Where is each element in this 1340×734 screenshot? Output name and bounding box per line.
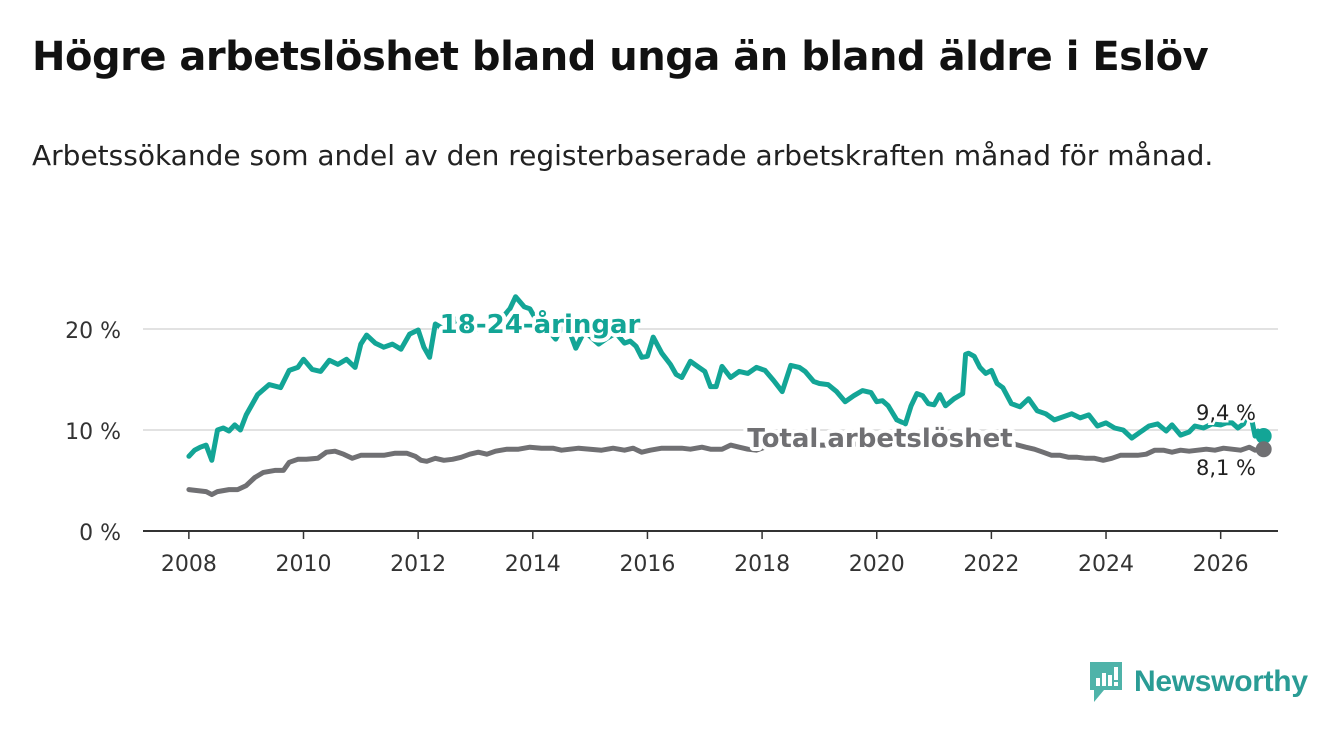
series-name-label-youth: 18-24-åringar: [440, 308, 641, 340]
x-tick-label: 2022: [963, 552, 1019, 577]
x-tick-label: 2026: [1193, 552, 1249, 577]
series-name-label-total: Total arbetslöshet: [747, 424, 1012, 454]
series-labels: 18-24-åringar Total arbetslöshet 9,4 % 8,1 …: [436, 304, 1259, 483]
y-tick-label: 0 %: [79, 521, 121, 546]
x-tick-label: 2016: [619, 552, 675, 577]
y-tick-label: 10 %: [65, 420, 121, 445]
newsworthy-logo: Newsworthy: [1088, 660, 1308, 704]
x-tick-label: 2024: [1078, 552, 1134, 577]
x-tick-label: 2018: [734, 552, 790, 577]
x-tick-label: 2020: [849, 552, 905, 577]
series-line-youth: [186, 294, 1267, 463]
series-end-dot: [1255, 441, 1272, 458]
newsworthy-logo-text: Newsworthy: [1134, 665, 1308, 698]
chart-title: Högre arbetslöshet bland unga än bland ä…: [32, 34, 1209, 80]
end-value-label-total: 8,1 %: [1196, 456, 1256, 480]
x-axis-ticks: 2008 2010 2012 2014 2016 2018 2020 2022 2024 2026: [161, 531, 1249, 577]
x-tick-label: 2010: [276, 552, 332, 577]
x-tick-label: 2014: [505, 552, 561, 577]
y-axis-ticks: 0 % 10 % 20 %: [65, 319, 121, 546]
chart-subtitle: Arbetssökande som andel av den registerb…: [32, 139, 1214, 172]
series-end-dot: [1255, 428, 1272, 445]
newsworthy-logo-icon: [1090, 662, 1122, 702]
series-lines: [186, 294, 1272, 498]
x-tick-label: 2012: [390, 552, 446, 577]
gridlines: [143, 328, 1278, 532]
y-tick-label: 20 %: [65, 319, 121, 344]
x-tick-label: 2008: [161, 552, 217, 577]
series-line-total: [186, 441, 1267, 498]
end-value-label-youth: 9,4 %: [1196, 401, 1256, 425]
